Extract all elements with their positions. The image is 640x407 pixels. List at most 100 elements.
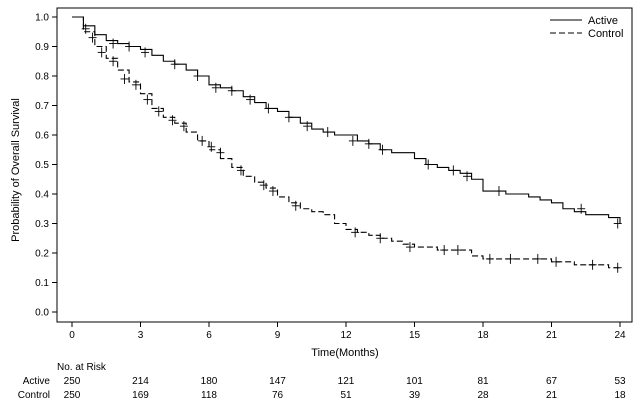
y-tick-label: 0.4 — [35, 190, 49, 201]
risk-count: 250 — [64, 390, 81, 401]
x-tick-label: 9 — [275, 330, 281, 341]
censor-marks — [81, 23, 622, 273]
y-tick-label: 0.2 — [35, 249, 49, 260]
censor-mark-active — [211, 82, 220, 93]
x-tick-label: 6 — [206, 330, 212, 341]
censor-mark-active — [323, 127, 332, 138]
x-tick-label: 12 — [340, 330, 352, 341]
censor-mark-control — [405, 242, 414, 253]
censor-mark-active — [463, 171, 472, 182]
censor-mark-control — [453, 245, 462, 256]
risk-count: 81 — [477, 376, 489, 387]
censor-mark-control — [88, 32, 97, 43]
censor-mark-control — [154, 106, 163, 117]
censor-mark-control — [131, 79, 140, 90]
censor-mark-control — [485, 253, 494, 264]
risk-count: 21 — [546, 390, 558, 401]
x-tick-label: 18 — [477, 330, 489, 341]
risk-count: 28 — [477, 390, 489, 401]
legend-item-active: Active — [550, 15, 618, 27]
x-axis: 0 3 6 9 12 15 18 21 24 — [69, 322, 626, 341]
censor-mark-control — [376, 233, 385, 244]
risk-count: 39 — [409, 390, 421, 401]
y-tick-label: 0.6 — [35, 131, 49, 142]
x-tick-label: 21 — [546, 330, 558, 341]
series-line-control — [72, 16, 620, 269]
x-tick-label: 3 — [138, 330, 144, 341]
y-tick-label: 0.7 — [35, 101, 49, 112]
risk-count: 147 — [269, 376, 286, 387]
risk-count: 53 — [614, 376, 626, 387]
censor-mark-control — [552, 256, 561, 267]
y-axis: 0.0 0.1 0.2 0.3 0.4 0.5 0.6 0.7 0.8 0.9 1.0 — [35, 13, 57, 319]
censor-mark-active — [494, 186, 503, 197]
censor-mark-control — [216, 147, 225, 158]
survival-curves — [72, 16, 621, 269]
y-tick-label: 1.0 — [35, 13, 49, 24]
risk-count: 169 — [132, 390, 149, 401]
y-tick-label: 0.3 — [35, 219, 49, 230]
censor-mark-control — [120, 73, 129, 84]
censor-mark-control — [259, 180, 268, 191]
plot-border — [56, 7, 633, 323]
censor-mark-active — [227, 85, 236, 96]
censor-mark-control — [143, 94, 152, 105]
censor-mark-active — [303, 121, 312, 132]
risk-count: 18 — [614, 390, 626, 401]
censor-mark-control — [440, 245, 449, 256]
censor-mark-control — [97, 47, 106, 58]
y-axis-label: Probability of Overall Survival — [10, 98, 22, 242]
y-tick-label: 0.1 — [35, 278, 49, 289]
censor-mark-control — [168, 115, 177, 126]
x-tick-label: 15 — [409, 330, 421, 341]
censor-mark-control — [588, 259, 597, 270]
series-line-active — [72, 16, 621, 224]
risk-row-active: Active 250 214 180 147 121 101 81 67 53 — [23, 376, 626, 387]
x-axis-label: Time(Months) — [311, 347, 378, 359]
x-tick-label: 24 — [614, 330, 626, 341]
risk-row-label: Active — [23, 376, 51, 387]
risk-table: No. at Risk Active 250 214 180 147 121 101 81 67 5… — [18, 362, 626, 401]
censor-mark-active — [170, 59, 179, 70]
risk-count: 67 — [546, 376, 558, 387]
risk-count: 214 — [132, 376, 149, 387]
censor-mark-control — [533, 253, 542, 264]
legend-label: Active — [588, 15, 618, 27]
censor-mark-control — [291, 200, 300, 211]
censor-mark-control — [613, 262, 622, 273]
risk-count: 180 — [201, 376, 218, 387]
risk-row-label: Control — [18, 390, 50, 401]
censor-mark-control — [351, 227, 360, 238]
risk-count: 118 — [201, 390, 217, 401]
censor-mark-active — [577, 203, 586, 214]
censor-mark-active — [125, 41, 134, 52]
censor-mark-active — [193, 71, 202, 81]
censor-mark-control — [109, 56, 118, 67]
censor-mark-control — [268, 186, 277, 197]
censor-mark-control — [179, 121, 188, 132]
risk-count: 51 — [340, 390, 352, 401]
censor-mark-active — [348, 135, 357, 146]
risk-row-control: Control 250 169 118 76 51 39 28 21 18 — [18, 390, 626, 401]
censor-mark-control — [81, 23, 90, 34]
censor-mark-control — [506, 253, 515, 264]
censor-mark-active — [284, 112, 293, 123]
plot-area — [56, 7, 633, 323]
risk-count: 76 — [272, 390, 284, 401]
y-tick-label: 0.5 — [35, 160, 49, 171]
censor-mark-control — [236, 165, 245, 176]
y-tick-label: 0.9 — [35, 42, 49, 53]
censor-mark-control — [207, 141, 216, 152]
x-tick-label: 0 — [69, 330, 75, 341]
risk-count: 101 — [406, 376, 423, 387]
censor-mark-active — [378, 144, 387, 155]
censor-mark-active — [364, 138, 373, 149]
risk-table-title: No. at Risk — [57, 362, 107, 373]
censor-mark-active — [449, 165, 458, 176]
y-tick-label: 0.8 — [35, 72, 49, 83]
censor-mark-active — [613, 218, 622, 229]
y-tick-label: 0.0 — [35, 308, 49, 319]
risk-count: 250 — [64, 376, 81, 387]
